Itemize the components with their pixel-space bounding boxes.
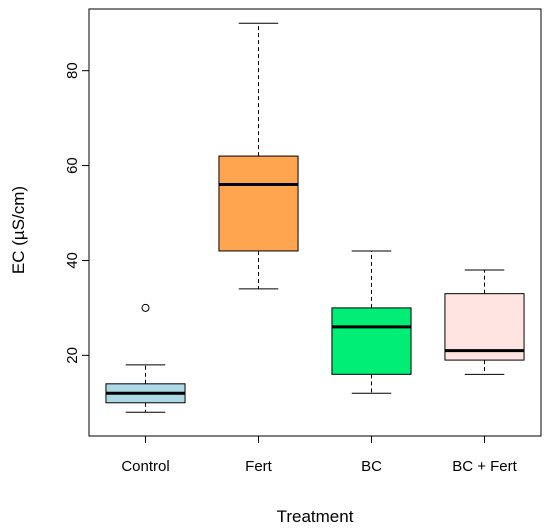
box-group bbox=[218, 22, 299, 290]
plot-frame bbox=[88, 8, 542, 437]
y-tick-label: 20 bbox=[64, 347, 81, 364]
y-axis-title: EC (µS/cm) bbox=[9, 186, 28, 274]
box bbox=[218, 155, 299, 252]
y-axis: 20 40 60 80 bbox=[64, 62, 90, 364]
x-tick-label: BC bbox=[361, 458, 382, 475]
x-tick-label: Control bbox=[121, 458, 169, 475]
box-group bbox=[105, 303, 186, 413]
box-group bbox=[444, 269, 525, 375]
x-tick-label: Fert bbox=[245, 458, 273, 475]
y-tick-label: 40 bbox=[64, 252, 81, 269]
x-axis: Control Fert BC BC + Fert bbox=[121, 435, 518, 475]
box bbox=[331, 307, 412, 375]
box-group bbox=[331, 250, 412, 394]
outlier-point bbox=[141, 303, 150, 312]
boxes bbox=[105, 22, 525, 413]
x-axis-title: Treatment bbox=[277, 507, 354, 526]
y-tick-label: 80 bbox=[64, 62, 81, 79]
y-tick-label: 60 bbox=[64, 157, 81, 174]
x-tick-label: BC + Fert bbox=[452, 458, 517, 475]
box bbox=[444, 293, 525, 361]
